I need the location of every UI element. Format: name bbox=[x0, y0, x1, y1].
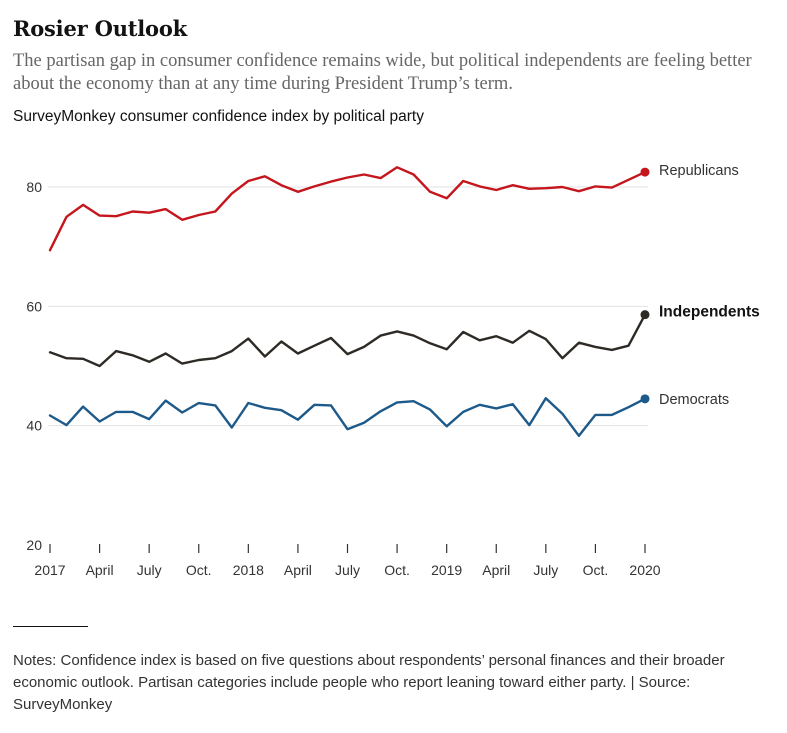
chart-subtitle: The partisan gap in consumer confidence … bbox=[13, 51, 752, 94]
notes-divider bbox=[13, 626, 88, 627]
gridlines: 20 40 60 80 bbox=[26, 179, 648, 553]
x-axis: 2017 April July Oct. 2018 April July Oct. 2019 Ap… bbox=[34, 544, 661, 578]
x-tick-label: July bbox=[137, 562, 162, 578]
series-line-republicans bbox=[48, 166, 647, 252]
y-tick-label: 40 bbox=[26, 418, 42, 434]
notes-text: Notes: Confidence index is based on five… bbox=[13, 652, 725, 713]
series-label-republicans: Republicans bbox=[659, 163, 739, 179]
chart-title: Rosier Outlook bbox=[13, 16, 187, 41]
x-tick-label: Oct. bbox=[186, 562, 212, 578]
x-tick-label: Oct. bbox=[583, 562, 609, 578]
x-tick-label: 2019 bbox=[431, 562, 462, 578]
series-lines bbox=[48, 166, 650, 437]
x-tick-label: 2018 bbox=[233, 562, 264, 578]
x-tick-label: April bbox=[482, 562, 510, 578]
end-point-independents bbox=[640, 310, 650, 320]
y-tick-label: 80 bbox=[26, 179, 42, 195]
series-line-democrats bbox=[48, 397, 647, 437]
end-point-republicans bbox=[640, 167, 650, 177]
x-tick-label: Oct. bbox=[384, 562, 410, 578]
series-label-democrats: Democrats bbox=[659, 392, 729, 408]
x-tick-label: 2017 bbox=[34, 562, 65, 578]
y-tick-label: 20 bbox=[26, 537, 42, 553]
x-tick-label: 2020 bbox=[629, 562, 660, 578]
y-tick-label: 60 bbox=[26, 298, 42, 314]
x-tick-label: July bbox=[533, 562, 558, 578]
series-line-independents bbox=[48, 313, 647, 368]
x-tick-label: July bbox=[335, 562, 360, 578]
x-tick-label: April bbox=[86, 562, 114, 578]
x-tick-label: April bbox=[284, 562, 312, 578]
chart-label: SurveyMonkey consumer confidence index b… bbox=[13, 108, 424, 125]
end-point-democrats bbox=[640, 394, 650, 404]
series-label-independents: Independents bbox=[659, 304, 760, 321]
line-chart: 20 40 60 80 2017 April July Oct. 2018 April July O… bbox=[26, 163, 760, 578]
series-labels: Republicans Independents Democrats bbox=[659, 163, 760, 408]
